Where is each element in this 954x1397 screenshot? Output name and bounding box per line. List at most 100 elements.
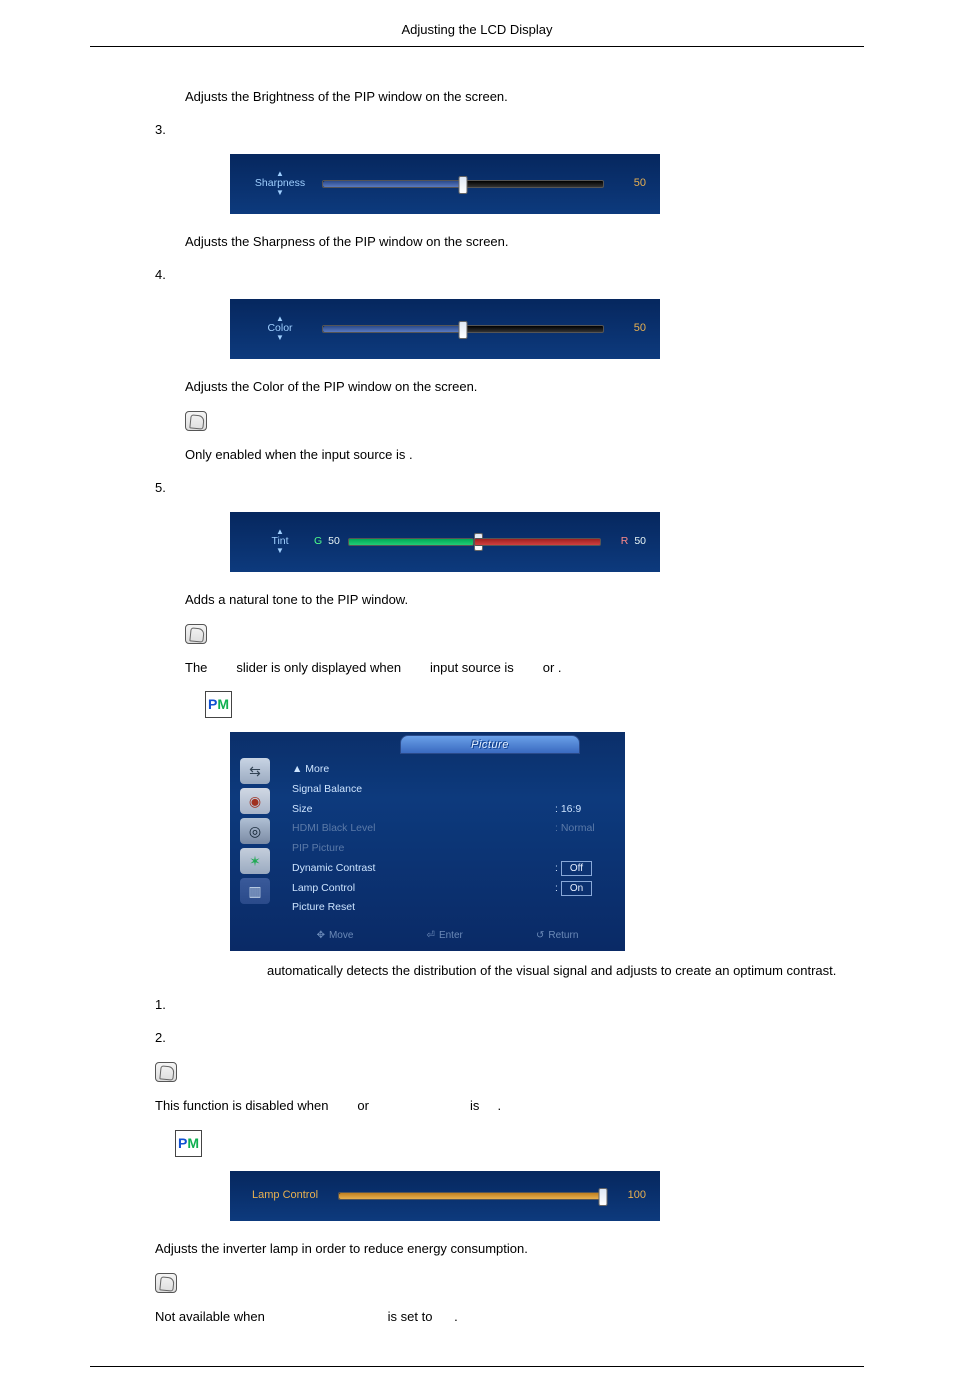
note-text: or . (543, 660, 562, 675)
osd-tab-picture[interactable]: Picture (400, 735, 580, 754)
osd-label: HDMI Black Level (292, 821, 375, 837)
slider-label-text: Sharpness (255, 177, 305, 189)
slider-knob[interactable] (599, 1188, 608, 1206)
slider-knob[interactable] (459, 176, 468, 194)
note-icon-row (90, 1062, 864, 1083)
slider-label: ▲ Tint ▼ (252, 528, 308, 556)
slider-knob[interactable] (459, 321, 468, 339)
osd-label: Signal Balance (292, 782, 362, 798)
pm-badge: PM (175, 1130, 202, 1157)
arrow-down-icon: ▼ (252, 189, 308, 197)
slider-fill (323, 326, 463, 332)
osd-menu-list: ▲ More Signal Balance Size : 16:9 HDMI Bl… (276, 754, 615, 918)
osd-row-pip-picture: PIP Picture (292, 839, 615, 859)
slider-label: Lamp Control (252, 1187, 324, 1204)
osd-hint-move: ✥ Move (317, 928, 354, 943)
osd-row-size[interactable]: Size : 16:9 (292, 800, 615, 820)
slider-label: ▲ Color ▼ (252, 315, 308, 343)
osd-icon-setup[interactable]: ✶ (240, 848, 270, 874)
note-icon (185, 624, 207, 644)
item-5-note: The slider is only displayed when input … (90, 658, 864, 678)
tint-track-green[interactable] (348, 538, 474, 546)
osd-value: : 16:9 (545, 802, 605, 818)
osd-icon-column: ⇆ ◉ ◎ ✶ ▥ (240, 754, 276, 918)
osd-tab-row: Picture (230, 732, 625, 754)
dc-list-2: 2. (90, 1028, 864, 1048)
color-slider: ▲ Color ▼ 50 (230, 299, 660, 359)
osd-hint-enter: ⏎ Enter (427, 928, 463, 943)
sharpness-slider: ▲ Sharpness ▼ 50 (230, 154, 660, 214)
osd-icon-multi[interactable]: ▥ (240, 878, 270, 904)
item-5: 5. (90, 478, 864, 498)
tint-g-value: 50 (328, 534, 340, 550)
dynamic-contrast-desc: automatically detects the distribution o… (90, 961, 864, 981)
dc-note: This function is disabled when or is . (90, 1096, 864, 1116)
item-5-desc: Adds a natural tone to the PIP window. (90, 590, 864, 610)
osd-label: Size (292, 802, 312, 818)
slider-track[interactable] (322, 180, 604, 188)
item-4-note: Only enabled when the input source is . (90, 445, 864, 465)
slider-track[interactable] (338, 1192, 604, 1200)
slider-fill (323, 181, 463, 187)
list-number: 3. (155, 120, 185, 140)
tint-slider: ▲ Tint ▼ G 50 R 50 (230, 512, 660, 572)
osd-icon-input[interactable]: ⇆ (240, 758, 270, 784)
slider-track[interactable] (322, 325, 604, 333)
body-text: automatically detects the distribution o… (267, 963, 836, 978)
osd-panel: Picture ⇆ ◉ ◎ ✶ ▥ ▲ More Signal Balance … (230, 732, 625, 951)
page-header: Adjusting the LCD Display (90, 20, 864, 47)
osd-label: Dynamic Contrast (292, 861, 375, 877)
lamp-note: Not available when is set to . (90, 1307, 864, 1327)
tint-r-label: R (621, 534, 629, 550)
note-icon-row (90, 1272, 864, 1293)
note-icon-row (90, 623, 864, 644)
arrow-down-icon: ▼ (252, 334, 308, 342)
osd-footer: ✥ Move ⏎ Enter ↺ Return (230, 924, 625, 945)
note-text: input source is (430, 660, 514, 675)
note-text: . (498, 1098, 502, 1113)
slider-value: 50 (618, 320, 646, 337)
osd-row-signal-balance[interactable]: Signal Balance (292, 780, 615, 800)
osd-hint-return: ↺ Return (536, 928, 578, 943)
note-icon (185, 411, 207, 431)
pm-badge-row: PM (90, 691, 864, 718)
footer-rule (90, 1366, 864, 1367)
slider-value: 50 (618, 175, 646, 192)
note-text: or (357, 1098, 369, 1113)
pm-badge-row: PM (90, 1130, 864, 1157)
note-text: The (185, 660, 207, 675)
dc-list-1: 1. (90, 995, 864, 1015)
osd-row-hdmi-black: HDMI Black Level : Normal (292, 819, 615, 839)
osd-icon-picture[interactable]: ◉ (240, 788, 270, 814)
osd-icon-sound[interactable]: ◎ (240, 818, 270, 844)
osd-label: PIP Picture (292, 841, 344, 857)
osd-row-lamp-control[interactable]: Lamp Control: On (292, 879, 615, 899)
osd-row-picture-reset[interactable]: Picture Reset (292, 898, 615, 918)
osd-label: Picture Reset (292, 900, 355, 916)
note-text: . (454, 1309, 458, 1324)
tint-track-red[interactable] (474, 538, 600, 546)
note-text: Not available when (155, 1309, 265, 1324)
slider-label-text: Color (267, 322, 292, 334)
list-number: 5. (155, 478, 185, 498)
note-text: slider is only displayed when (236, 660, 401, 675)
item-3-desc: Adjusts the Sharpness of the PIP window … (90, 232, 864, 252)
osd-value-box: On (561, 881, 592, 896)
note-text: is set to (388, 1309, 433, 1324)
note-text: is (470, 1098, 479, 1113)
osd-row-dynamic-contrast[interactable]: Dynamic Contrast: Off (292, 859, 615, 879)
osd-label: Lamp Control (292, 881, 355, 897)
item-4-desc: Adjusts the Color of the PIP window on t… (90, 377, 864, 397)
list-number: 4. (155, 265, 185, 285)
slider-label-text: Tint (271, 535, 288, 547)
note-icon-row (90, 410, 864, 431)
lamp-desc: Adjusts the inverter lamp in order to re… (90, 1239, 864, 1259)
slider-fill (339, 1193, 603, 1199)
tint-r-value: 50 (634, 534, 646, 550)
osd-value: : Normal (545, 821, 605, 837)
lamp-control-slider: Lamp Control 100 (230, 1171, 660, 1221)
note-icon (155, 1062, 177, 1082)
slider-value: 100 (618, 1187, 646, 1204)
item-4: 4. (90, 265, 864, 285)
osd-row-more[interactable]: ▲ More (292, 760, 615, 780)
